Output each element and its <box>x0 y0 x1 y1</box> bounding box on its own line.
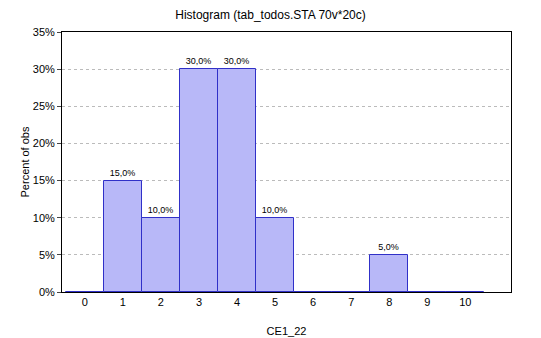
svg-text:Percent of obs: Percent of obs <box>19 126 31 197</box>
svg-text:0%: 0% <box>39 286 55 298</box>
svg-text:10%: 10% <box>33 212 55 224</box>
svg-text:4: 4 <box>234 296 240 308</box>
svg-text:25%: 25% <box>33 100 55 112</box>
svg-text:2: 2 <box>158 296 164 308</box>
svg-text:30%: 30% <box>33 63 55 75</box>
svg-text:30,0%: 30,0% <box>186 56 212 66</box>
svg-text:15%: 15% <box>33 174 55 186</box>
svg-text:7: 7 <box>348 296 354 308</box>
svg-text:5,0%: 5,0% <box>378 242 399 252</box>
svg-text:5: 5 <box>272 296 278 308</box>
svg-text:1: 1 <box>120 296 126 308</box>
svg-text:Histogram (tab_todos.STA 70v*2: Histogram (tab_todos.STA 70v*20c) <box>175 8 366 22</box>
svg-text:10: 10 <box>459 296 471 308</box>
svg-text:9: 9 <box>424 296 430 308</box>
svg-text:10,0%: 10,0% <box>262 205 288 215</box>
svg-text:6: 6 <box>310 296 316 308</box>
svg-text:30,0%: 30,0% <box>224 56 250 66</box>
svg-text:5%: 5% <box>39 249 55 261</box>
svg-text:3: 3 <box>196 296 202 308</box>
svg-text:CE1_22: CE1_22 <box>267 325 307 337</box>
svg-text:0: 0 <box>82 296 88 308</box>
svg-text:35%: 35% <box>33 26 55 38</box>
svg-text:15,0%: 15,0% <box>110 168 136 178</box>
svg-text:20%: 20% <box>33 137 55 149</box>
svg-text:8: 8 <box>386 296 392 308</box>
svg-text:10,0%: 10,0% <box>148 205 174 215</box>
